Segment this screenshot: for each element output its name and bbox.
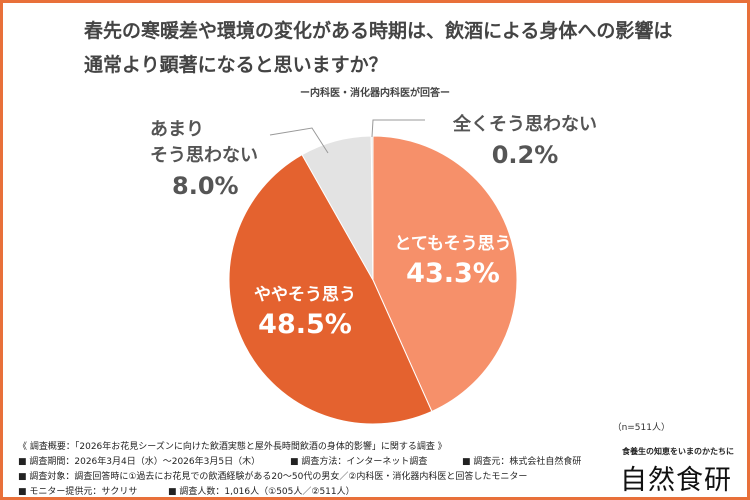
slice-label-not-at-all: 全くそう思わない 0.2% xyxy=(440,112,610,172)
note-source: ■ 調査元：株式会社自然食研 xyxy=(462,457,582,467)
sample-size: （n=511人） xyxy=(612,423,670,433)
survey-notes: 《 調査概要：「2026年お花見シーズンに向けた飲酒実態と屋外長時間飲酒の身体的… xyxy=(18,440,581,500)
slice-label-not-much: あまり そう思わない 8.0% xyxy=(150,117,258,203)
chart-title: 春先の寒暖差や環境の変化がある時期は、飲酒による身体への影響は 通常より顕著にな… xyxy=(84,14,704,82)
slice-label-very: とてもそう思う 43.3% xyxy=(378,232,528,292)
note-provider: ■ モニター提供元：サクリサ xyxy=(18,487,138,497)
slice-very xyxy=(372,135,518,413)
label-text: あまり xyxy=(150,119,204,140)
label-text: ややそう思う xyxy=(254,285,356,305)
label-value: 48.5% xyxy=(258,309,352,340)
label-value: 0.2% xyxy=(491,141,559,169)
chart-subtitle: ー内科医・消化器内科医が回答ー xyxy=(300,88,450,99)
label-value: 8.0% xyxy=(172,172,239,200)
note-target: ■ 調査対象：調査回答時に①過去にお花見での飲酒経験がある20〜50代の男女／②… xyxy=(18,472,528,482)
slice-somewhat xyxy=(228,154,433,425)
brand-tagline: 食養生の知恵をいまのかたちに xyxy=(622,447,734,456)
brand-logo: 自然食研 xyxy=(620,465,732,496)
title-line-2: 通常より顕著になると思いますか？ xyxy=(84,54,388,76)
note-method: ■ 調査方法：インターネット調査 xyxy=(290,457,428,467)
label-text: とてもそう思う xyxy=(394,234,512,254)
label-text: そう思わない xyxy=(150,145,258,166)
note-period: ■ 調査期間：2026年3月4日（水）〜2026年3月5日（木） xyxy=(18,457,261,467)
label-text: 全くそう思わない xyxy=(453,114,597,135)
title-line-1: 春先の寒暖差や環境の変化がある時期は、飲酒による身体への影響は xyxy=(84,20,673,42)
label-value: 43.3% xyxy=(406,258,500,289)
note-count: ■ 調査人数：1,016人（①505人／②511人） xyxy=(168,487,355,497)
leader-line-not-at-all xyxy=(371,119,425,138)
leader-line-not-much xyxy=(269,127,329,154)
note-overview: 《 調査概要：「2026年お花見シーズンに向けた飲酒実態と屋外長時間飲酒の身体的… xyxy=(18,442,447,452)
slice-label-somewhat: ややそう思う 48.5% xyxy=(230,283,380,343)
